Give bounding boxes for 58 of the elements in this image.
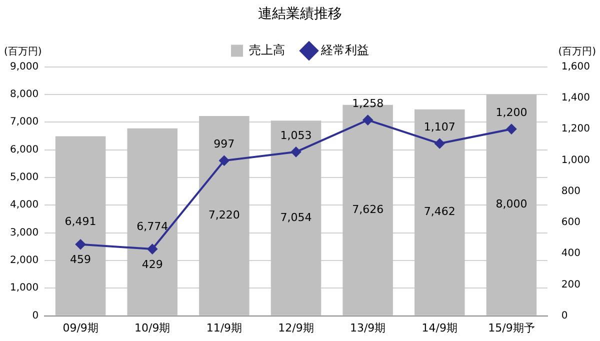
point [362,115,373,126]
point [147,244,158,254]
data-label: 429 [142,258,163,271]
y2-tick-label: 0 [561,310,568,322]
legend-label: 売上高 [249,42,285,57]
y-tick-label: 2,000 [10,255,39,266]
y2-tick-label: 1,400 [561,92,590,104]
data-label: 7,626 [352,202,384,216]
point [434,138,445,149]
bar [55,136,106,316]
data-label: 7,462 [424,205,456,218]
x-tick-label: 10/9期 [134,321,170,334]
y-tick-label: 3,000 [10,227,39,238]
data-label: 1,053 [280,128,312,142]
y-tick-label: 7,000 [10,116,39,128]
y2-tick-label: 400 [561,248,580,260]
y2-tick-label: 800 [561,186,580,197]
data-label: 7,220 [208,208,240,222]
point [219,156,230,166]
data-label: 459 [70,253,92,266]
data-label: 1,200 [496,106,528,119]
point [291,146,301,157]
x-tick-label: 11/9期 [206,321,242,334]
x-tick-label: 15/9期予 [488,321,535,334]
y-tick-label: 9,000 [10,61,39,72]
x-tick-label: 13/9期 [350,321,386,334]
y-tick-label: 8,000 [10,89,39,100]
data-label: 6,774 [136,220,168,233]
y2-axis-title: (百万円) [558,46,596,58]
y-tick-label: 5,000 [10,172,39,184]
bar [270,120,322,316]
y2-tick-label: 200 [561,279,580,290]
x-tick-label: 14/9期 [422,321,458,334]
x-tick-label: 12/9期 [278,321,314,334]
point [506,124,516,134]
legend-label: 経常利益 [320,42,369,57]
y2-tick-label: 1,000 [561,154,590,166]
bar [486,94,537,316]
y2-tick-label: 600 [561,217,580,228]
y-tick-label: 6,000 [10,144,39,156]
y-axis-title: (百万円) [4,46,42,58]
bar [127,128,178,316]
y-tick-label: 0 [32,310,39,322]
data-label: 1,258 [352,96,384,110]
data-label: 6,491 [64,215,96,228]
data-label: 997 [214,138,235,150]
data-label: 7,054 [280,210,312,224]
x-tick-label: 09/9期 [62,321,98,334]
chart-title: 連結業績推移 [258,6,342,22]
y2-tick-label: 1,200 [561,124,590,135]
point [76,239,86,250]
bar [199,116,250,316]
y-tick-label: 1,000 [10,282,39,294]
y2-tick-label: 1,600 [561,61,590,72]
y-tick-label: 4,000 [10,200,39,211]
data-label: 8,000 [496,198,528,211]
data-label: 1,107 [424,120,456,134]
bar [414,109,465,316]
